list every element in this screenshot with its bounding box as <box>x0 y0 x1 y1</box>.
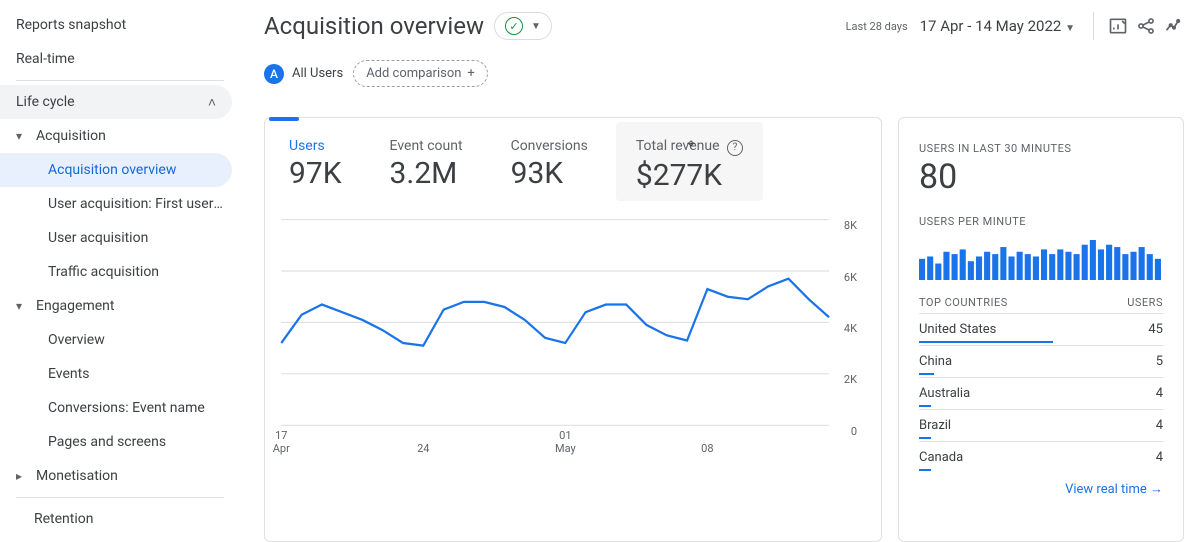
country-name: Brazil <box>919 418 951 433</box>
audience-all-users[interactable]: A All Users <box>264 64 343 84</box>
nav-acquisition-overview[interactable]: Acquisition overview <box>0 153 232 187</box>
plus-icon: + <box>467 66 474 81</box>
country-users: 45 <box>1148 322 1163 337</box>
country-row[interactable]: United States 45 <box>919 313 1163 337</box>
nav-reports-snapshot[interactable]: Reports snapshot <box>0 8 240 42</box>
metric-users[interactable]: Users 97K <box>265 118 366 205</box>
sidebar: Reports snapshot Real-time Life cycle ˄ … <box>0 0 240 542</box>
line-chart: 8K6K4K2K0 17Apr2401May08 <box>277 215 857 455</box>
main: Acquisition overview ✓ ▼ Last 28 days 17… <box>240 0 1200 542</box>
chevron-down-icon: ▼ <box>1065 23 1075 34</box>
country-bar <box>919 437 931 439</box>
audience-badge-icon: A <box>264 64 284 84</box>
separator <box>1093 12 1094 40</box>
metric-conversions[interactable]: Conversions 93K <box>487 118 612 205</box>
help-icon[interactable]: ? <box>727 140 743 156</box>
x-axis-tick: 08 <box>701 442 713 455</box>
nav-pages[interactable]: Pages and screens <box>0 425 240 459</box>
nav-eng-overview[interactable]: Overview <box>0 323 240 357</box>
country-row[interactable]: Canada 4 <box>919 441 1163 465</box>
nav-user-acq[interactable]: User acquisition <box>0 221 240 255</box>
y-axis-tick: 6K <box>844 271 857 284</box>
share-icon[interactable] <box>1136 16 1156 36</box>
country-row[interactable]: Australia 4 <box>919 377 1163 401</box>
rt-users-value: 80 <box>919 157 1163 197</box>
nav-events[interactable]: Events <box>0 357 240 391</box>
country-bar <box>919 341 1053 343</box>
country-row[interactable]: China 5 <box>919 345 1163 369</box>
nav-conversions[interactable]: Conversions: Event name <box>0 391 240 425</box>
nav-user-acq-first[interactable]: User acquisition: First user … <box>0 187 240 221</box>
customize-icon[interactable] <box>1108 16 1128 36</box>
status-dropdown[interactable]: ✓ ▼ <box>494 12 552 40</box>
country-name: Canada <box>919 450 963 465</box>
cursor-icon: ⌖ <box>687 136 695 152</box>
country-bar <box>919 469 931 471</box>
rt-users-label: USERS IN LAST 30 MINUTES <box>919 142 1163 155</box>
nav-acquisition[interactable]: ▾ Acquisition <box>0 119 240 153</box>
nav-lifecycle[interactable]: Life cycle ˄ <box>0 85 232 119</box>
divider <box>16 80 224 81</box>
y-axis-tick: 2K <box>844 373 857 386</box>
topbar: Acquisition overview ✓ ▼ Last 28 days 17… <box>264 12 1184 40</box>
nav-retention[interactable]: Retention <box>0 502 240 536</box>
date-range-picker[interactable]: 17 Apr - 14 May 2022 ▼ <box>920 17 1075 35</box>
nav-monetisation[interactable]: ▸ Monetisation <box>0 459 240 493</box>
x-axis-tick: 24 <box>417 442 429 455</box>
comparison-row: A All Users Add comparison + <box>264 60 1184 87</box>
country-name: China <box>919 354 952 369</box>
chevron-up-icon: ˄ <box>208 94 216 111</box>
country-users: 5 <box>1156 354 1163 369</box>
y-axis-tick: 4K <box>844 322 857 335</box>
page-title: Acquisition overview <box>264 12 484 40</box>
x-axis-tick: 17Apr <box>273 429 290 455</box>
metric-total-revenue[interactable]: ⌖ Total revenue ? $277K <box>616 122 763 201</box>
country-table-head: TOP COUNTRIES USERS <box>919 296 1163 309</box>
metrics-chart-card: Users 97K Event count 3.2M Conversions 9… <box>264 117 882 542</box>
toolbar: Last 28 days 17 Apr - 14 May 2022 ▼ <box>846 12 1184 40</box>
check-circle-icon: ✓ <box>505 17 523 35</box>
y-axis-tick: 0 <box>851 425 857 438</box>
realtime-card: USERS IN LAST 30 MINUTES 80 USERS PER MI… <box>898 117 1184 542</box>
country-bar <box>919 405 931 407</box>
nav-engagement[interactable]: ▾ Engagement <box>0 289 240 323</box>
metric-tabs: Users 97K Event count 3.2M Conversions 9… <box>265 118 881 205</box>
nav-realtime[interactable]: Real-time <box>0 42 240 76</box>
view-realtime-link[interactable]: View real time → <box>919 481 1163 497</box>
country-users: 4 <box>1156 450 1163 465</box>
country-bar <box>919 373 934 375</box>
sparkline-chart <box>919 240 1163 280</box>
divider <box>16 497 224 498</box>
caret-right-icon: ▸ <box>16 469 36 483</box>
add-comparison-button[interactable]: Add comparison + <box>353 60 488 87</box>
nav-traffic-acq[interactable]: Traffic acquisition <box>0 255 240 289</box>
x-axis-tick: 01May <box>555 429 576 455</box>
y-axis-tick: 8K <box>844 219 857 232</box>
country-row[interactable]: Brazil 4 <box>919 409 1163 433</box>
country-list: United States45China5Australia4Brazil4Ca… <box>919 313 1163 473</box>
rt-upm-label: USERS PER MINUTE <box>919 215 1163 228</box>
caret-down-icon: ▾ <box>16 299 36 313</box>
country-name: United States <box>919 322 996 337</box>
caret-down-icon: ▾ <box>16 129 36 143</box>
country-users: 4 <box>1156 418 1163 433</box>
date-prefix: Last 28 days <box>846 20 908 33</box>
insights-icon[interactable] <box>1164 16 1184 36</box>
metric-event-count[interactable]: Event count 3.2M <box>366 118 487 205</box>
country-name: Australia <box>919 386 970 401</box>
chevron-down-icon: ▼ <box>531 21 541 32</box>
country-users: 4 <box>1156 386 1163 401</box>
